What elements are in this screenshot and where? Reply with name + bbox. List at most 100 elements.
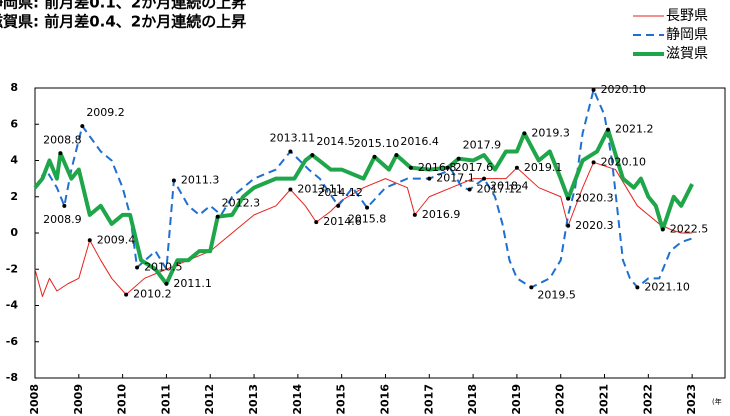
- annotation-label: 2016.8: [418, 161, 457, 174]
- annotation-dot: [445, 165, 450, 170]
- y-tick-label: -8: [6, 371, 18, 384]
- annotation-dot: [135, 265, 140, 270]
- x-tick-label: 2017: [422, 384, 435, 415]
- annotation-label: 2019.5: [537, 288, 576, 301]
- x-tick-label: 2021: [598, 384, 611, 415]
- annotation-label: 2020.3: [575, 219, 614, 232]
- x-tick-label: 2023: [685, 384, 698, 415]
- legend-label: 滋賀県: [666, 46, 708, 62]
- x-tick-label: 2018: [466, 384, 479, 415]
- y-tick-label: -2: [6, 262, 18, 275]
- annotation-dot: [365, 205, 370, 210]
- note: 静岡県: 前月差0.1、2か月連続の上昇: [0, 0, 246, 12]
- y-tick-label: -6: [6, 335, 19, 348]
- annotation-dot: [164, 281, 169, 286]
- x-tick-label: 2008: [28, 384, 41, 415]
- annotation-label: 2017.1: [436, 172, 475, 185]
- note: 滋賀県: 前月差0.4、2か月連続の上昇: [0, 13, 246, 31]
- annotation-dot: [314, 220, 319, 225]
- y-tick-label: 2: [10, 190, 18, 203]
- legend-label: 静岡県: [666, 27, 708, 43]
- annotation-label: 2009.4: [97, 233, 136, 246]
- x-tick-label: 2020: [554, 384, 567, 415]
- annotation-dot: [591, 160, 596, 165]
- annotation-label: 2018.4: [490, 180, 529, 193]
- annotation-dot: [215, 214, 220, 219]
- annotation-label: 2020.10: [601, 155, 647, 168]
- x-tick-label: 2015: [335, 384, 348, 415]
- annotation-dot: [412, 212, 417, 217]
- annotation-label: 2014.12: [317, 186, 363, 199]
- annotation-label: 2010.5: [144, 260, 183, 273]
- annotation-dot: [514, 165, 519, 170]
- annotation-dot: [87, 238, 92, 243]
- annotation-dot: [566, 223, 571, 228]
- annotation-label: 2014.6: [323, 215, 362, 228]
- series-line: [33, 127, 694, 286]
- annotation-dot: [336, 203, 341, 208]
- annotation-label: 2013.11: [270, 131, 316, 144]
- x-tick-label: 2014: [291, 384, 304, 415]
- annotation-label: 2015.8: [348, 213, 387, 226]
- annotation-dot: [288, 149, 293, 154]
- annotation-dot: [635, 285, 640, 290]
- annotation-label: 2017.12: [477, 183, 522, 196]
- legend-label: 長野県: [666, 8, 708, 24]
- x-tick-label: 2011: [159, 384, 172, 415]
- annotation-dot: [606, 127, 611, 132]
- annotation-dot: [408, 165, 413, 170]
- annotation-dot: [467, 187, 472, 192]
- x-axis-label: (年: [712, 397, 722, 406]
- x-tick-label: 2009: [72, 384, 85, 415]
- x-tick-label: 2013: [247, 384, 260, 415]
- y-tick-label: 6: [10, 117, 18, 130]
- annotation-label: 2011.1: [173, 277, 212, 290]
- x-tick-label: 2016: [378, 384, 391, 415]
- annotation-label: 2019.1: [524, 161, 563, 174]
- annotation-dot: [80, 124, 85, 129]
- annotation-label: 2017.6: [455, 161, 494, 174]
- y-tick-label: 0: [10, 226, 18, 239]
- annotation-label: 2022.5: [670, 222, 709, 235]
- annotation-dot: [58, 151, 63, 156]
- annotation-dot: [394, 153, 399, 158]
- annotation-label: 2012.3: [222, 197, 261, 210]
- annotation-label: 2020.10: [601, 83, 647, 96]
- annotation-dot: [171, 178, 176, 183]
- y-tick-label: 4: [10, 154, 18, 167]
- annotation-label: 2021.2: [615, 123, 654, 136]
- annotation-dot: [288, 187, 293, 192]
- annotation-dot: [372, 154, 377, 159]
- annotation-dot: [427, 176, 432, 181]
- annotation-label: 2009.2: [86, 106, 125, 119]
- annotation-label: 2013.11: [297, 183, 343, 196]
- annotation-label: 2019.3: [531, 126, 570, 139]
- annotation-dot: [124, 292, 129, 297]
- series-line: [34, 88, 693, 289]
- annotation-dot: [529, 285, 534, 290]
- x-tick-label: 2022: [641, 384, 654, 415]
- y-tick-label: 8: [10, 81, 18, 94]
- annotation-label: 2008.9: [43, 213, 82, 226]
- x-tick-label: 2019: [510, 384, 523, 415]
- annotation-dot: [310, 153, 315, 158]
- series-line: [34, 161, 693, 297]
- annotation-label: 2017.9: [463, 139, 502, 152]
- annotation-label: 2016.4: [400, 135, 439, 148]
- x-tick-label: 2010: [116, 384, 129, 415]
- annotation-dot: [660, 227, 665, 232]
- annotation-dot: [482, 176, 487, 181]
- annotation-label: 2010.2: [133, 288, 172, 301]
- annotation-dot: [591, 87, 596, 92]
- annotation-dot: [456, 156, 461, 161]
- annotation-dot: [566, 196, 571, 201]
- annotation-dot: [522, 131, 527, 136]
- annotation-label: 2011.3: [181, 173, 220, 186]
- y-tick-label: -4: [6, 299, 19, 312]
- annotation-label: 2021.10: [644, 280, 690, 293]
- annotation-label: 2016.9: [422, 208, 461, 221]
- annotation-label: 2008.8: [43, 133, 82, 146]
- x-tick-label: 2012: [203, 384, 216, 415]
- annotation-dot: [62, 203, 67, 208]
